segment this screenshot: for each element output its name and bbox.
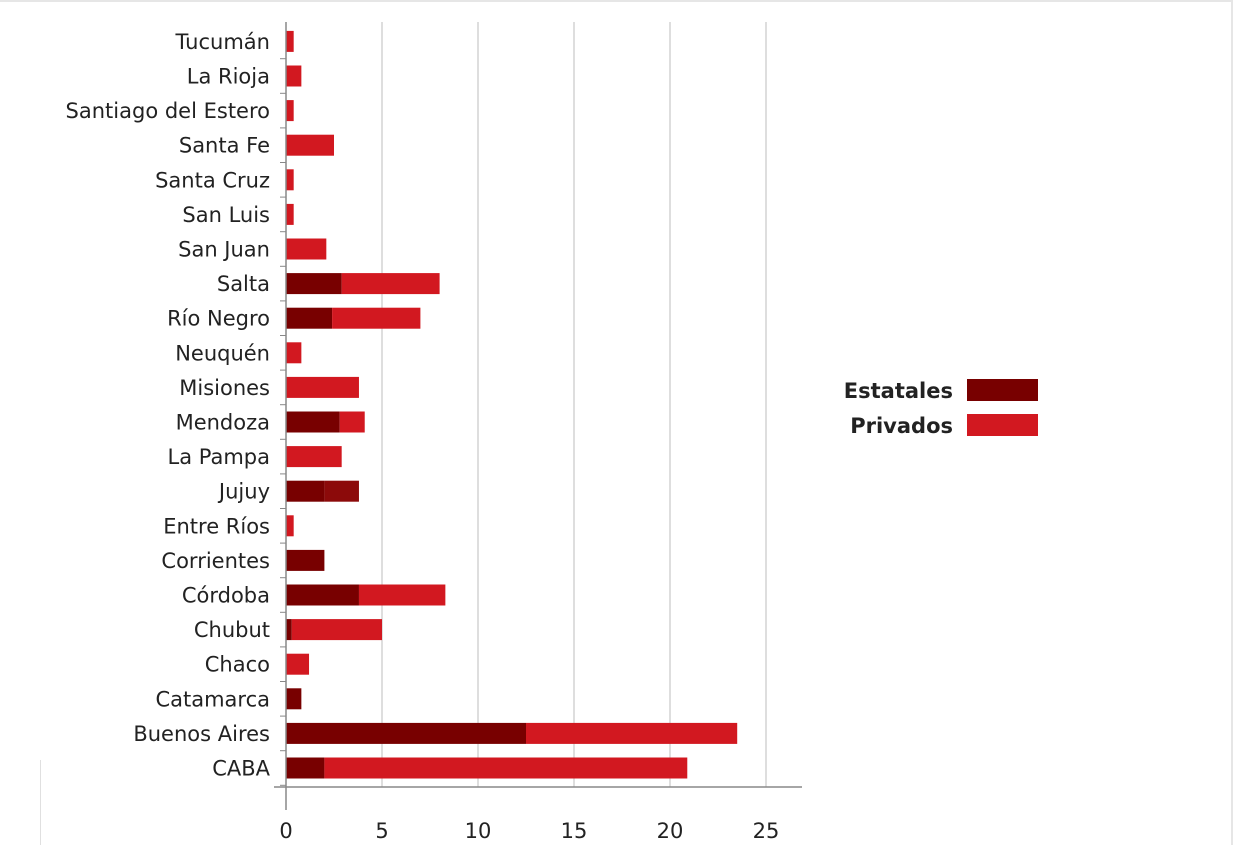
bar-salta-estatales bbox=[286, 273, 342, 295]
category-label-san-luis: San Luis bbox=[182, 203, 270, 227]
legend-label-privados: Privados bbox=[850, 414, 953, 438]
bar-tucuman-privados bbox=[286, 30, 294, 52]
x-tick-label-10: 10 bbox=[465, 819, 492, 843]
chart-frame-left-edge bbox=[40, 760, 41, 845]
bar-san-luis-privados bbox=[286, 203, 294, 225]
bar-misiones-privados bbox=[286, 376, 359, 398]
category-label-santa-cruz: Santa Cruz bbox=[155, 168, 270, 192]
bar-chubut-privados bbox=[291, 619, 382, 641]
bar-santa-fe-privados bbox=[286, 134, 334, 156]
category-label-misiones: Misiones bbox=[179, 376, 270, 400]
bar-chaco-privados bbox=[286, 653, 310, 675]
bar-mendoza-privados bbox=[339, 411, 365, 433]
category-label-salta: Salta bbox=[217, 272, 270, 296]
category-label-tucuman: Tucumán bbox=[175, 30, 270, 54]
category-label-catamarca: Catamarca bbox=[155, 687, 270, 711]
category-label-la-pampa: La Pampa bbox=[168, 445, 271, 469]
bar-caba-estatales bbox=[286, 757, 325, 779]
category-label-neuquen: Neuquén bbox=[175, 341, 270, 365]
bar-rio-negro-privados bbox=[332, 307, 421, 329]
bar-chubut-estatales bbox=[286, 619, 292, 641]
bar-la-pampa-privados bbox=[286, 446, 342, 468]
bar-la-rioja-privados bbox=[286, 65, 302, 87]
bar-salta-privados bbox=[341, 273, 440, 295]
x-tick-label-5: 5 bbox=[375, 819, 388, 843]
bar-cordoba-privados bbox=[358, 584, 446, 606]
category-label-santa-fe: Santa Fe bbox=[179, 134, 270, 158]
category-label-chaco: Chaco bbox=[205, 653, 270, 677]
legend-swatch-estatales bbox=[967, 379, 1038, 401]
legend-swatch-privados bbox=[967, 414, 1038, 436]
grid-lines bbox=[381, 22, 767, 787]
category-label-jujuy: Jujuy bbox=[217, 480, 270, 504]
bar-mendoza-estatales bbox=[286, 411, 340, 433]
bars bbox=[286, 30, 738, 779]
category-label-chubut: Chubut bbox=[194, 618, 270, 642]
category-labels: CABA Buenos Aires Catamarca Chaco Chubut Córd… bbox=[66, 30, 271, 781]
bar-san-juan-privados bbox=[286, 238, 327, 260]
x-tick-labels: 0 5 10 15 20 25 bbox=[279, 819, 779, 843]
bar-jujuy-estatales bbox=[286, 480, 325, 502]
category-label-caba: CABA bbox=[212, 757, 270, 781]
bar-buenos-aires-privados bbox=[526, 722, 738, 744]
category-label-corrientes: Corrientes bbox=[161, 549, 270, 573]
legend-label-estatales: Estatales bbox=[844, 379, 953, 403]
bar-jujuy-estatales-b bbox=[324, 480, 359, 502]
category-label-la-rioja: La Rioja bbox=[187, 65, 270, 89]
axes bbox=[274, 22, 802, 810]
bar-cordoba-estatales bbox=[286, 584, 359, 606]
bar-neuquen-privados bbox=[286, 342, 302, 364]
category-label-san-juan: San Juan bbox=[178, 238, 270, 262]
bar-corrientes-estatales bbox=[286, 549, 325, 571]
bar-santa-cruz-privados bbox=[286, 169, 294, 191]
category-label-rio-negro: Río Negro bbox=[167, 307, 270, 331]
x-tick-label-25: 25 bbox=[753, 819, 780, 843]
bar-buenos-aires-estatales bbox=[286, 722, 526, 744]
x-tick-label-20: 20 bbox=[657, 819, 684, 843]
legend: Estatales Privados bbox=[844, 379, 1038, 438]
category-label-entre-rios: Entre Ríos bbox=[163, 514, 270, 538]
category-label-buenos-aires: Buenos Aires bbox=[133, 722, 270, 746]
category-label-mendoza: Mendoza bbox=[176, 411, 270, 435]
bar-caba-privados bbox=[324, 757, 688, 779]
x-tick-label-0: 0 bbox=[279, 819, 292, 843]
bar-santiago-del-estero-privados bbox=[286, 100, 294, 122]
bar-entre-rios-privados bbox=[286, 515, 294, 537]
category-label-santiago-del-estero: Santiago del Estero bbox=[66, 99, 270, 123]
bar-catamarca-estatales bbox=[286, 688, 302, 710]
category-label-cordoba: Córdoba bbox=[182, 584, 270, 608]
x-tick-label-15: 15 bbox=[561, 819, 588, 843]
bar-rio-negro-estatales bbox=[286, 307, 333, 329]
